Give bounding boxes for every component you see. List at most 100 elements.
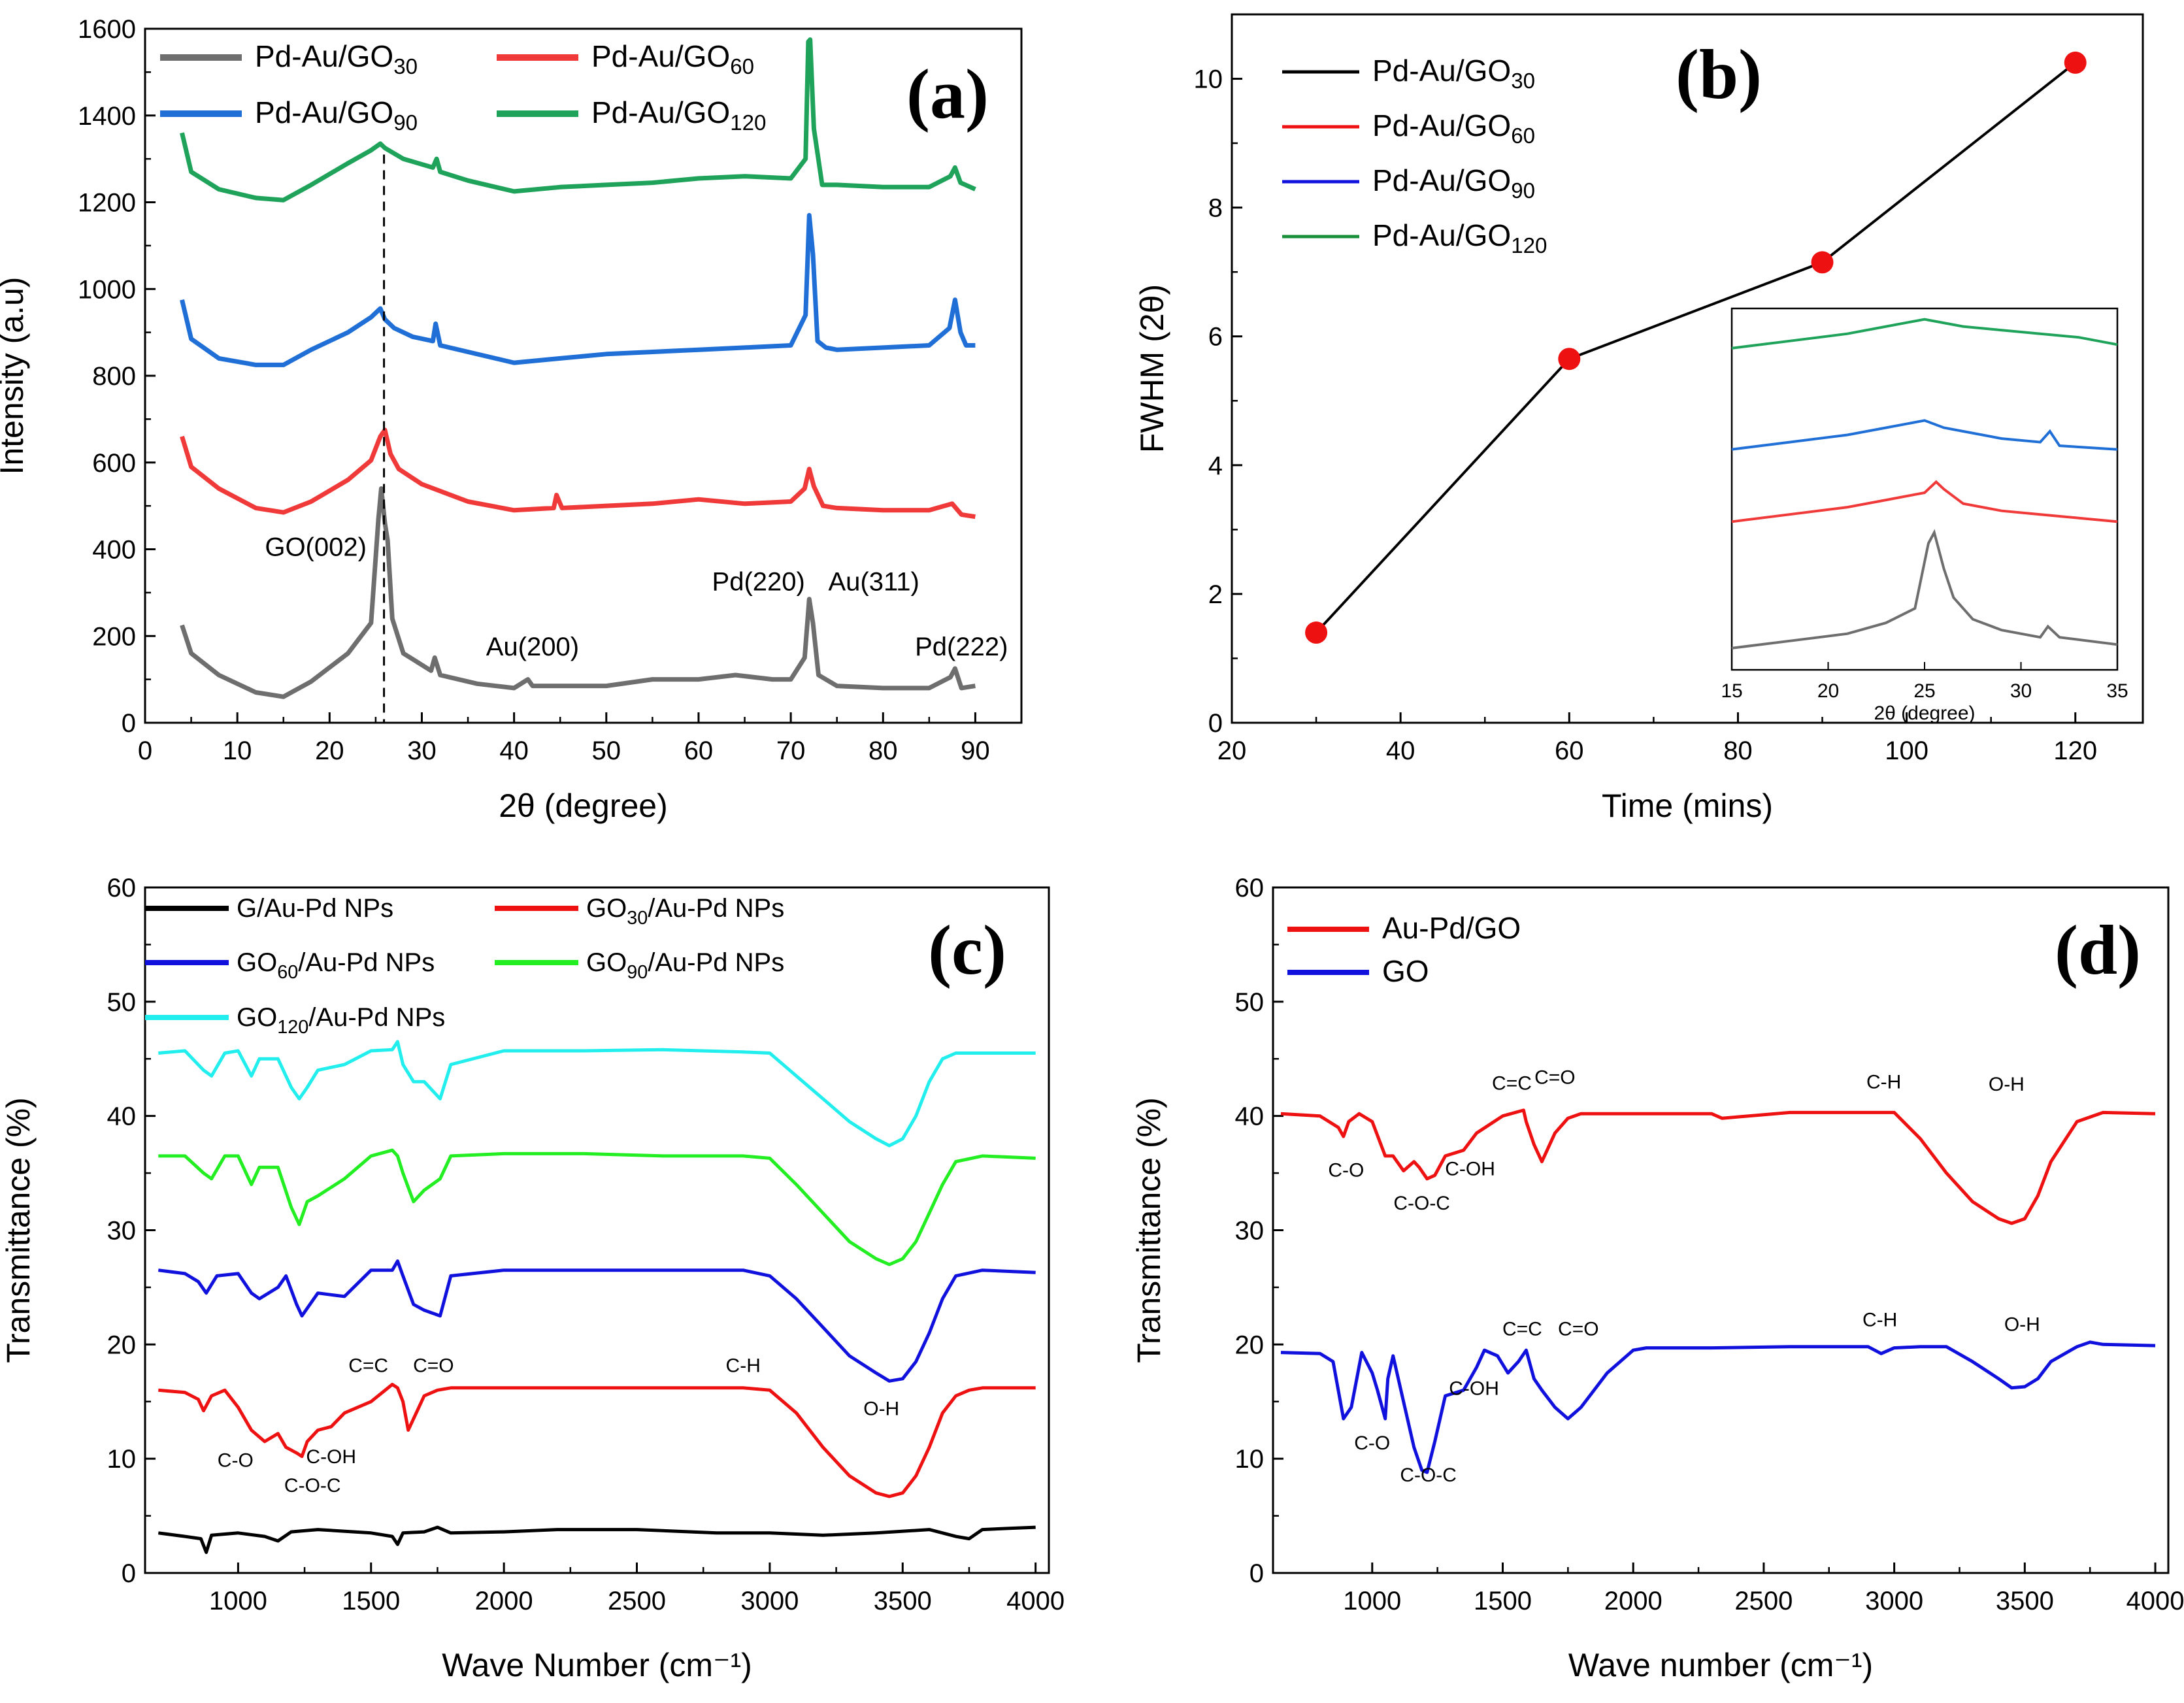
panel-b-legend-label-2: Pd-Au/GO90	[1372, 163, 1535, 203]
panel-c-legend-label-1-suffix: /Au-Pd NPs	[648, 894, 784, 923]
panel-d-x-axis-label: Wave number (cm⁻¹)	[1568, 1647, 1873, 1683]
panel-b-inset-series-3	[1731, 529, 2118, 650]
panel-c-legend-label-1: GO30/Au-Pd NPs	[586, 894, 784, 929]
panel-d-band-label-4: C=O	[1534, 1067, 1576, 1089]
panel-d-xtick-label-6: 4000	[2126, 1587, 2184, 1615]
panel-d-band-label-3: C=C	[1492, 1072, 1532, 1094]
panel-d-xtick-label-3: 2500	[1734, 1587, 1793, 1615]
panel-c-legend-label-3-suffix: /Au-Pd NPs	[648, 948, 784, 977]
panel-a-series-pd-au/go60	[180, 427, 976, 520]
panel-c-legend-label-0: G/Au-Pd NPs	[237, 894, 393, 923]
panel-d-band-label-6: O-H	[1989, 1074, 2025, 1095]
panel-a-xtick-label-8: 80	[869, 736, 898, 765]
panel-b-legend-label-0-text: Pd-Au/GO	[1372, 54, 1511, 88]
panel-b-ytick-label-0: 0	[1208, 709, 1223, 738]
panel-d-ftir: 1000 1500 2000 2500 3000 3500 4000 0 10 20 30 40 50 6…	[1131, 874, 2184, 1683]
panel-d-band-label-9: C-OH	[1449, 1378, 1499, 1399]
panel-d-legend-label-0-text: Au-Pd/GO	[1382, 911, 1521, 945]
panel-d-series-0	[1280, 1108, 2156, 1225]
panel-a-xrd: 0 10 20 30 40 50 60 70 80 90 0 200 400 600 800 1000 1200…	[0, 15, 1023, 824]
panel-b-inset-xtick-label-0: 15	[1721, 680, 1742, 702]
panel-a-legend-label-1-text: Pd-Au/GO	[591, 39, 730, 73]
panel-b-legend-label-3-text: Pd-Au/GO	[1372, 218, 1511, 252]
panel-b-inset-x-axis-label: 2θ (degree)	[1874, 703, 1975, 724]
panel-d-panel-label: (d)	[2055, 912, 2141, 989]
panel-d-band-label-8: C-O-C	[1400, 1464, 1457, 1486]
panel-b-ytick-label-1: 2	[1208, 580, 1223, 609]
panel-d-band-label-7: C-O	[1354, 1432, 1390, 1454]
panel-a-legend-label-3: Pd-Au/GO120	[591, 95, 766, 135]
panel-d-band-label-11: C=O	[1558, 1318, 1599, 1340]
panel-c-x-axis-label: Wave Number (cm⁻¹)	[442, 1647, 752, 1683]
panel-b-y-axis-label: FWHM (2θ)	[1134, 284, 1170, 453]
panel-d-legend-label-1: GO	[1382, 954, 1429, 988]
panel-b-xtick-label-5: 120	[2053, 736, 2097, 765]
panel-d-band-label-13: O-H	[2004, 1314, 2040, 1335]
panel-c-legend-label-1-subscript: 30	[627, 908, 648, 929]
panel-c-series-2	[157, 1259, 1036, 1383]
panel-d-band-label-2: C-OH	[1445, 1159, 1495, 1180]
panel-a-legend-label-2-subscript: 90	[393, 111, 418, 135]
panel-b-ytick-label-5: 10	[1194, 65, 1223, 94]
panel-a-ytick-label-7: 1400	[78, 102, 136, 131]
panel-c-band-label-2: C-OH	[306, 1446, 356, 1468]
panel-b-ytick-label-2: 4	[1208, 452, 1223, 480]
panel-c-legend-label-4: GO120/Au-Pd NPs	[237, 1003, 445, 1038]
panel-c-ytick-label-3: 30	[107, 1217, 137, 1246]
panel-b-legend-label-3: Pd-Au/GO120	[1372, 218, 1547, 258]
panel-c-band-label-3: C=C	[348, 1355, 388, 1376]
panel-a-ytick-label-5: 1000	[78, 275, 136, 304]
panel-d-ytick-label-4: 40	[1235, 1102, 1265, 1131]
panel-b-legend-label-1-text: Pd-Au/GO	[1372, 108, 1511, 142]
panel-b-legend-label-0-subscript: 30	[1511, 69, 1535, 93]
panel-c-series-0	[157, 1525, 1036, 1554]
panel-b-legend-label-1: Pd-Au/GO60	[1372, 108, 1535, 148]
panel-d-band-label-1: C-O-C	[1393, 1193, 1450, 1214]
panel-a-plot-frame	[144, 27, 1023, 724]
panel-a-xtick-label-7: 70	[776, 736, 806, 765]
panel-c-legend-label-2-suffix: /Au-Pd NPs	[298, 948, 435, 977]
panel-c-ytick-label-4: 40	[107, 1102, 137, 1131]
panel-b-inset-frame	[1730, 307, 2119, 671]
panel-d-ytick-label-2: 20	[1235, 1331, 1265, 1359]
panel-a-ytick-label-4: 800	[92, 362, 136, 391]
panel-a-peak-label-0: GO(002)	[265, 533, 367, 561]
panel-d-band-label-5: C-H	[1866, 1072, 1901, 1093]
panel-b-xtick-label-2: 60	[1555, 736, 1584, 765]
panel-c-legend-label-3-subscript: 90	[627, 962, 648, 983]
panel-a-peak-label-1: Au(200)	[486, 633, 579, 661]
panel-b-ytick-label-4: 8	[1208, 194, 1223, 223]
panel-b-point-0	[1305, 621, 1328, 644]
panel-a-x-axis-label: 2θ (degree)	[499, 787, 668, 824]
panel-a-y-axis-label: Intensity (a.u)	[0, 277, 30, 475]
panel-a-xtick-label-1: 10	[223, 736, 252, 765]
panel-a-legend-label-1: Pd-Au/GO60	[591, 39, 754, 79]
panel-c-legend-label-3-text: GO	[586, 948, 627, 977]
panel-d-xtick-label-4: 3000	[1865, 1587, 1923, 1615]
panel-a-xtick-label-5: 50	[592, 736, 621, 765]
panel-c-ftir: 1000 1500 2000 2500 3000 3500 4000 0 10 20 30 40 50 6…	[0, 874, 1065, 1683]
panel-a-ytick-label-6: 1200	[78, 189, 136, 218]
panel-a-ytick-label-1: 200	[92, 622, 136, 651]
panel-b-legend-label-2-subscript: 90	[1511, 179, 1535, 203]
panel-c-xtick-label-2: 2000	[475, 1587, 533, 1615]
panel-d-xtick-label-0: 1000	[1343, 1587, 1401, 1615]
panel-d-xtick-label-1: 1500	[1474, 1587, 1532, 1615]
panel-a-peak-label-2: Pd(220)	[712, 568, 805, 597]
panel-c-panel-label: (c)	[928, 912, 1006, 989]
panel-d-y-axis-label: Transmittance (%)	[1131, 1097, 1167, 1363]
panel-b-x-axis-label: Time (mins)	[1602, 787, 1773, 824]
panel-c-band-label-1: C-O-C	[284, 1475, 341, 1496]
panel-b-point-2	[1811, 251, 1834, 274]
panel-a-series-pd-au/go90	[180, 212, 976, 367]
panel-b-legend-label-1-subscript: 60	[1511, 124, 1535, 148]
panel-c-series-1	[158, 1383, 1036, 1498]
panel-d-series-1	[1280, 1340, 2156, 1474]
panel-b-ytick-label-3: 6	[1208, 323, 1223, 352]
panel-c-legend-label-2-subscript: 60	[277, 962, 298, 983]
panel-a-panel-label: (a)	[906, 56, 989, 133]
panel-c-xtick-label-5: 3500	[874, 1587, 932, 1615]
panel-c-xtick-label-6: 4000	[1006, 1587, 1065, 1615]
panel-a-peak-label-4: Pd(222)	[915, 633, 1008, 661]
